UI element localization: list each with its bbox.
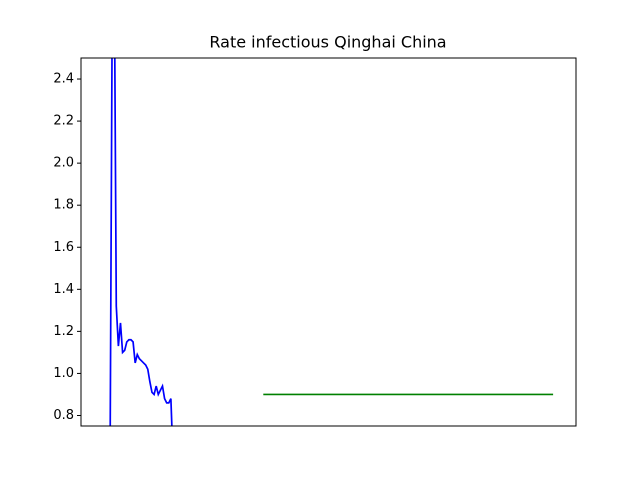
y-tick-label: 1.8 xyxy=(53,198,74,213)
y-tick-label: 1.0 xyxy=(53,366,74,381)
chart-title: Rate infectious Qinghai China xyxy=(209,33,446,52)
axes-frame xyxy=(80,57,577,427)
y-tick-label: 2.2 xyxy=(53,114,74,129)
y-tick-label: 1.4 xyxy=(53,282,74,297)
series-line xyxy=(109,58,173,426)
y-tick-label: 2.0 xyxy=(53,156,74,171)
y-tick-label: 2.4 xyxy=(53,72,74,87)
plot-area xyxy=(109,58,554,426)
y-tick-label: 0.8 xyxy=(53,408,74,423)
y-tick-label: 1.2 xyxy=(53,324,74,339)
y-tick-label: 1.6 xyxy=(53,240,74,255)
